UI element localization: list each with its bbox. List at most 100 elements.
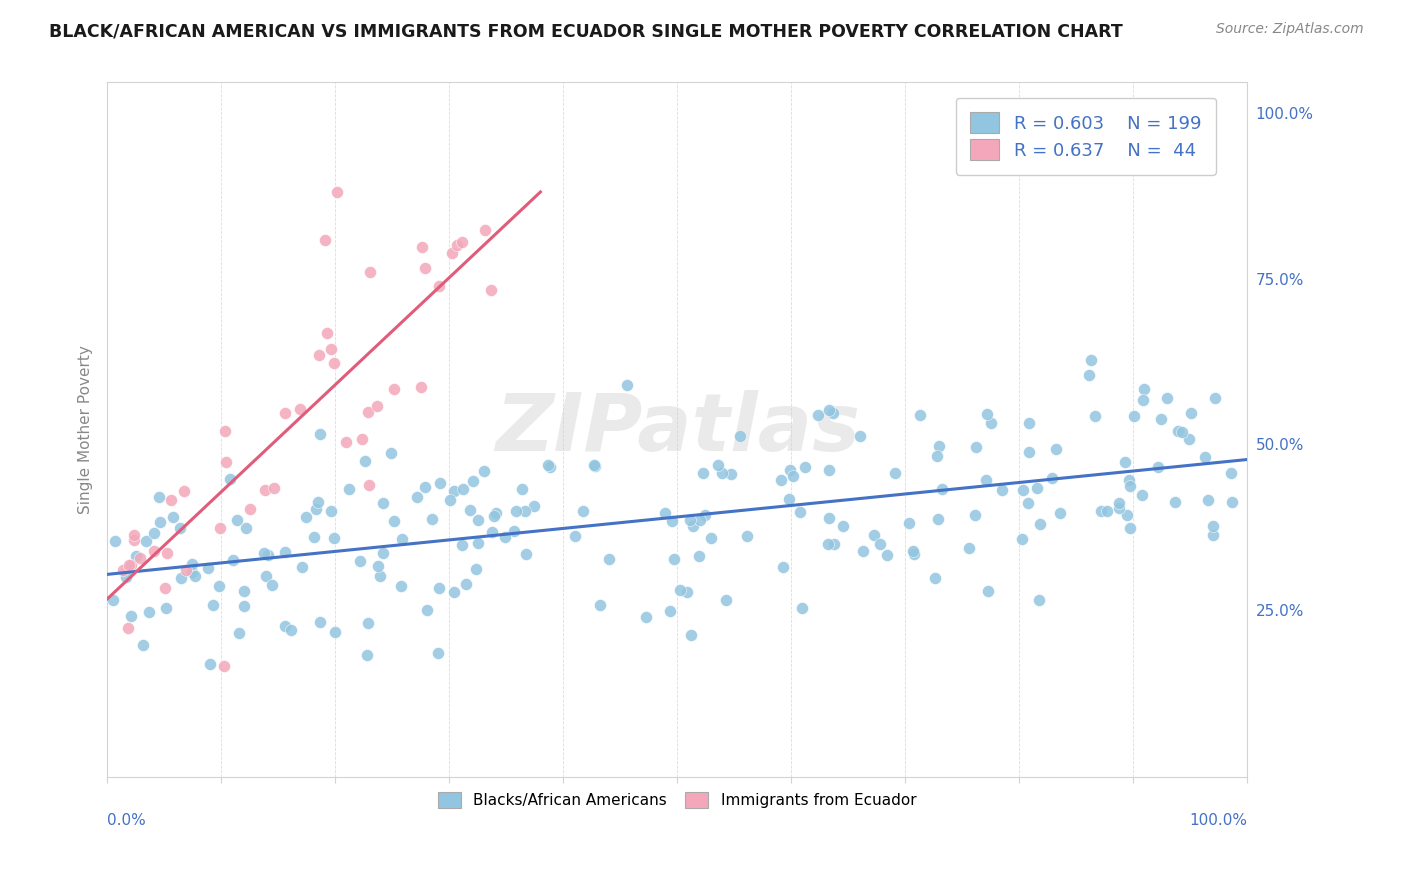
Point [122, 533, 145, 548]
Point [170, 571, 193, 585]
Point [356, 648, 378, 662]
Point [976, 584, 998, 599]
Point [307, 495, 329, 509]
Point [304, 530, 326, 544]
Point [173, 484, 195, 499]
Point [212, 659, 235, 673]
Point [851, 544, 873, 558]
Point [411, 380, 433, 394]
Point [772, 559, 794, 574]
Point [1122, 409, 1144, 423]
Point [965, 441, 987, 455]
Point [129, 550, 152, 565]
Point [1011, 532, 1033, 546]
Point [669, 582, 692, 597]
Point [219, 472, 242, 486]
Point [494, 530, 516, 544]
Point [564, 529, 586, 543]
Point [1090, 503, 1112, 517]
Point [280, 623, 302, 637]
Point [322, 531, 344, 545]
Point [1201, 519, 1223, 533]
Point [232, 599, 254, 614]
Point [446, 237, 468, 252]
Point [616, 378, 638, 392]
Point [439, 493, 461, 508]
Point [695, 508, 717, 522]
Point [254, 569, 277, 583]
Point [1167, 424, 1189, 438]
Point [583, 458, 606, 473]
Point [184, 568, 207, 582]
Point [1116, 508, 1139, 523]
Point [1118, 473, 1140, 487]
Point [274, 619, 297, 633]
Point [1028, 592, 1050, 607]
Point [711, 466, 734, 480]
Point [789, 505, 811, 519]
Point [461, 474, 484, 488]
Point [689, 514, 711, 528]
Point [357, 615, 380, 630]
Text: 0.0%: 0.0% [107, 813, 146, 828]
Point [957, 541, 980, 555]
Point [451, 483, 474, 497]
Text: 100.0%: 100.0% [1256, 108, 1313, 122]
Point [769, 474, 792, 488]
Point [817, 537, 839, 551]
Point [153, 581, 176, 595]
Point [389, 579, 412, 593]
Point [818, 511, 841, 525]
Point [1204, 392, 1226, 406]
Point [429, 476, 451, 491]
Point [884, 466, 907, 480]
Point [335, 435, 357, 450]
Point [818, 463, 841, 477]
Point [356, 404, 378, 418]
Point [1178, 432, 1201, 446]
Point [1220, 467, 1243, 481]
Point [823, 537, 845, 551]
Point [314, 233, 336, 247]
Text: BLACK/AFRICAN AMERICAN VS IMMIGRANTS FROM ECUADOR SINGLE MOTHER POVERTY CORRELAT: BLACK/AFRICAN AMERICAN VS IMMIGRANTS FRO… [49, 22, 1123, 40]
Point [274, 407, 297, 421]
Point [169, 521, 191, 535]
Point [474, 223, 496, 237]
Point [720, 467, 742, 482]
Point [1097, 503, 1119, 517]
Point [368, 569, 391, 583]
Point [162, 509, 184, 524]
Point [118, 558, 141, 573]
Point [263, 482, 285, 496]
Point [235, 521, 257, 535]
Point [661, 514, 683, 528]
Point [793, 460, 815, 475]
Point [288, 401, 311, 416]
Point [391, 532, 413, 546]
Point [197, 560, 219, 574]
Point [523, 499, 546, 513]
Point [1180, 406, 1202, 420]
Point [450, 235, 472, 250]
Point [323, 624, 346, 639]
Point [349, 553, 371, 567]
Point [485, 506, 508, 520]
Point [538, 459, 561, 474]
Point [1084, 409, 1107, 424]
Point [415, 261, 437, 276]
Point [138, 605, 160, 619]
Point [503, 524, 526, 538]
Point [319, 504, 342, 518]
Text: 50.0%: 50.0% [1256, 438, 1303, 453]
Point [876, 548, 898, 562]
Point [1119, 521, 1142, 535]
Point [821, 406, 844, 420]
Point [367, 558, 389, 573]
Point [583, 458, 606, 473]
Text: 100.0%: 100.0% [1189, 813, 1247, 828]
Point [111, 563, 134, 577]
Point [221, 553, 243, 567]
Point [515, 547, 537, 561]
Point [225, 513, 247, 527]
Point [481, 524, 503, 539]
